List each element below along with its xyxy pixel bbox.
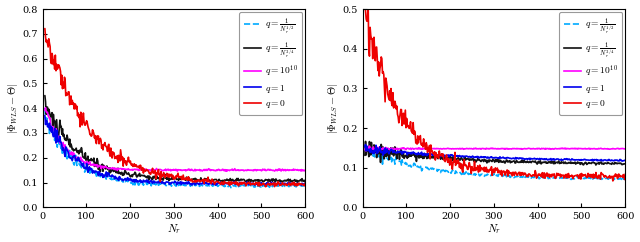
Y-axis label: $|\Phi_{WLS} - \Theta|$: $|\Phi_{WLS} - \Theta|$ <box>6 83 20 134</box>
Legend: $q = \frac{1}{N_r^{1/2}}$, $q = \frac{1}{N_r^{3/4}}$, $q = 10^{10}$, $q = 1$, $q: $q = \frac{1}{N_r^{1/2}}$, $q = \frac{1}… <box>559 12 623 115</box>
X-axis label: $N_r$: $N_r$ <box>487 223 501 236</box>
Y-axis label: $|\Phi_{WLS} - \Theta|$: $|\Phi_{WLS} - \Theta|$ <box>326 83 340 134</box>
X-axis label: $N_r$: $N_r$ <box>167 223 181 236</box>
Legend: $q = \frac{1}{N_r^{1/2}}$, $q = \frac{1}{N_r^{3/4}}$, $q = 10^{10}$, $q = 1$, $q: $q = \frac{1}{N_r^{1/2}}$, $q = \frac{1}… <box>239 12 303 115</box>
